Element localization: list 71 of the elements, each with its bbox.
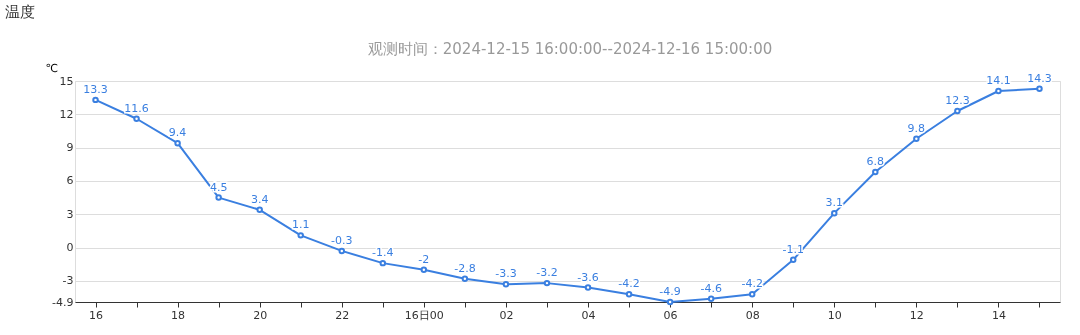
- x-tick-label: 16: [89, 308, 104, 322]
- point: [215, 194, 222, 201]
- x-tick-label: 10: [827, 308, 842, 322]
- point: [666, 298, 674, 306]
- point: [707, 295, 715, 302]
- x-tick-label: 14: [991, 308, 1006, 322]
- x-tick-label: 18: [171, 308, 186, 322]
- data-label: 12.3: [945, 93, 970, 107]
- data-label: -3.2: [536, 266, 558, 280]
- data-label: -0.3: [331, 233, 353, 247]
- x-tick-label: 06: [663, 308, 678, 322]
- point: [256, 206, 263, 214]
- data-label: -1.1: [782, 242, 804, 256]
- data-label: -4.2: [618, 277, 640, 291]
- data-label: -4.2: [741, 277, 763, 291]
- data-label: -3.3: [495, 267, 517, 281]
- chart-subtitle: 观测时间：2024-12-15 16:00:00--2024-12-16 15:00:00: [367, 40, 773, 58]
- y-tick-label: 9: [66, 141, 74, 155]
- point: [461, 275, 469, 282]
- data-label: 6.8: [866, 155, 885, 169]
- data-label: -2.8: [454, 261, 476, 275]
- point: [1036, 85, 1043, 93]
- point: [831, 209, 838, 217]
- point: [502, 281, 510, 288]
- data-label: 11.6: [124, 101, 149, 115]
- x-tick-label: 04: [581, 308, 596, 322]
- data-label: 9.4: [168, 126, 187, 140]
- data-label: 14.1: [986, 73, 1011, 87]
- x-tick-label: 20: [253, 308, 268, 322]
- point: [789, 256, 797, 264]
- point: [174, 139, 181, 147]
- data-label: 1.1: [291, 218, 310, 232]
- point: [379, 259, 387, 267]
- data-label: 9.8: [907, 121, 926, 135]
- data-label: -3.6: [577, 270, 599, 284]
- data-label: 3.1: [825, 196, 844, 210]
- y-tick-label: 15: [59, 74, 74, 88]
- point: [543, 279, 551, 287]
- x-tick-label: 12: [909, 308, 924, 322]
- y-tick-label: -3: [62, 274, 74, 288]
- point: [913, 135, 920, 142]
- point: [420, 266, 428, 274]
- chart-title: 温度: [5, 3, 35, 21]
- y-axis-title: ℃: [45, 61, 58, 75]
- data-label: 14.3: [1027, 71, 1052, 85]
- data-label: -4.9: [659, 285, 681, 298]
- y-tick-label: 12: [59, 107, 74, 121]
- data-label: 13.3: [83, 82, 108, 96]
- point: [297, 232, 304, 239]
- y-tick-label: -4.9: [52, 295, 74, 309]
- y-tick-label: 0: [66, 241, 74, 255]
- y-tick-label: 6: [66, 174, 74, 188]
- point: [954, 107, 961, 115]
- point: [872, 168, 879, 176]
- point: [748, 290, 756, 298]
- data-label: 4.5: [209, 180, 228, 194]
- data-label: -4.6: [700, 281, 722, 295]
- point: [995, 87, 1002, 95]
- x-tick-label: 22: [335, 308, 350, 322]
- data-label: 3.4: [250, 192, 269, 206]
- point: [584, 284, 592, 291]
- point: [92, 96, 99, 104]
- x-tick-label: 08: [745, 308, 760, 322]
- data-label: -1.4: [372, 246, 394, 260]
- x-tick-label: 02: [499, 308, 514, 322]
- point: [133, 115, 140, 122]
- point: [625, 290, 633, 298]
- data-label: -2: [418, 252, 430, 266]
- y-tick-label: 3: [66, 207, 74, 221]
- point: [338, 247, 346, 255]
- x-tick-label: 16日00: [404, 308, 444, 322]
